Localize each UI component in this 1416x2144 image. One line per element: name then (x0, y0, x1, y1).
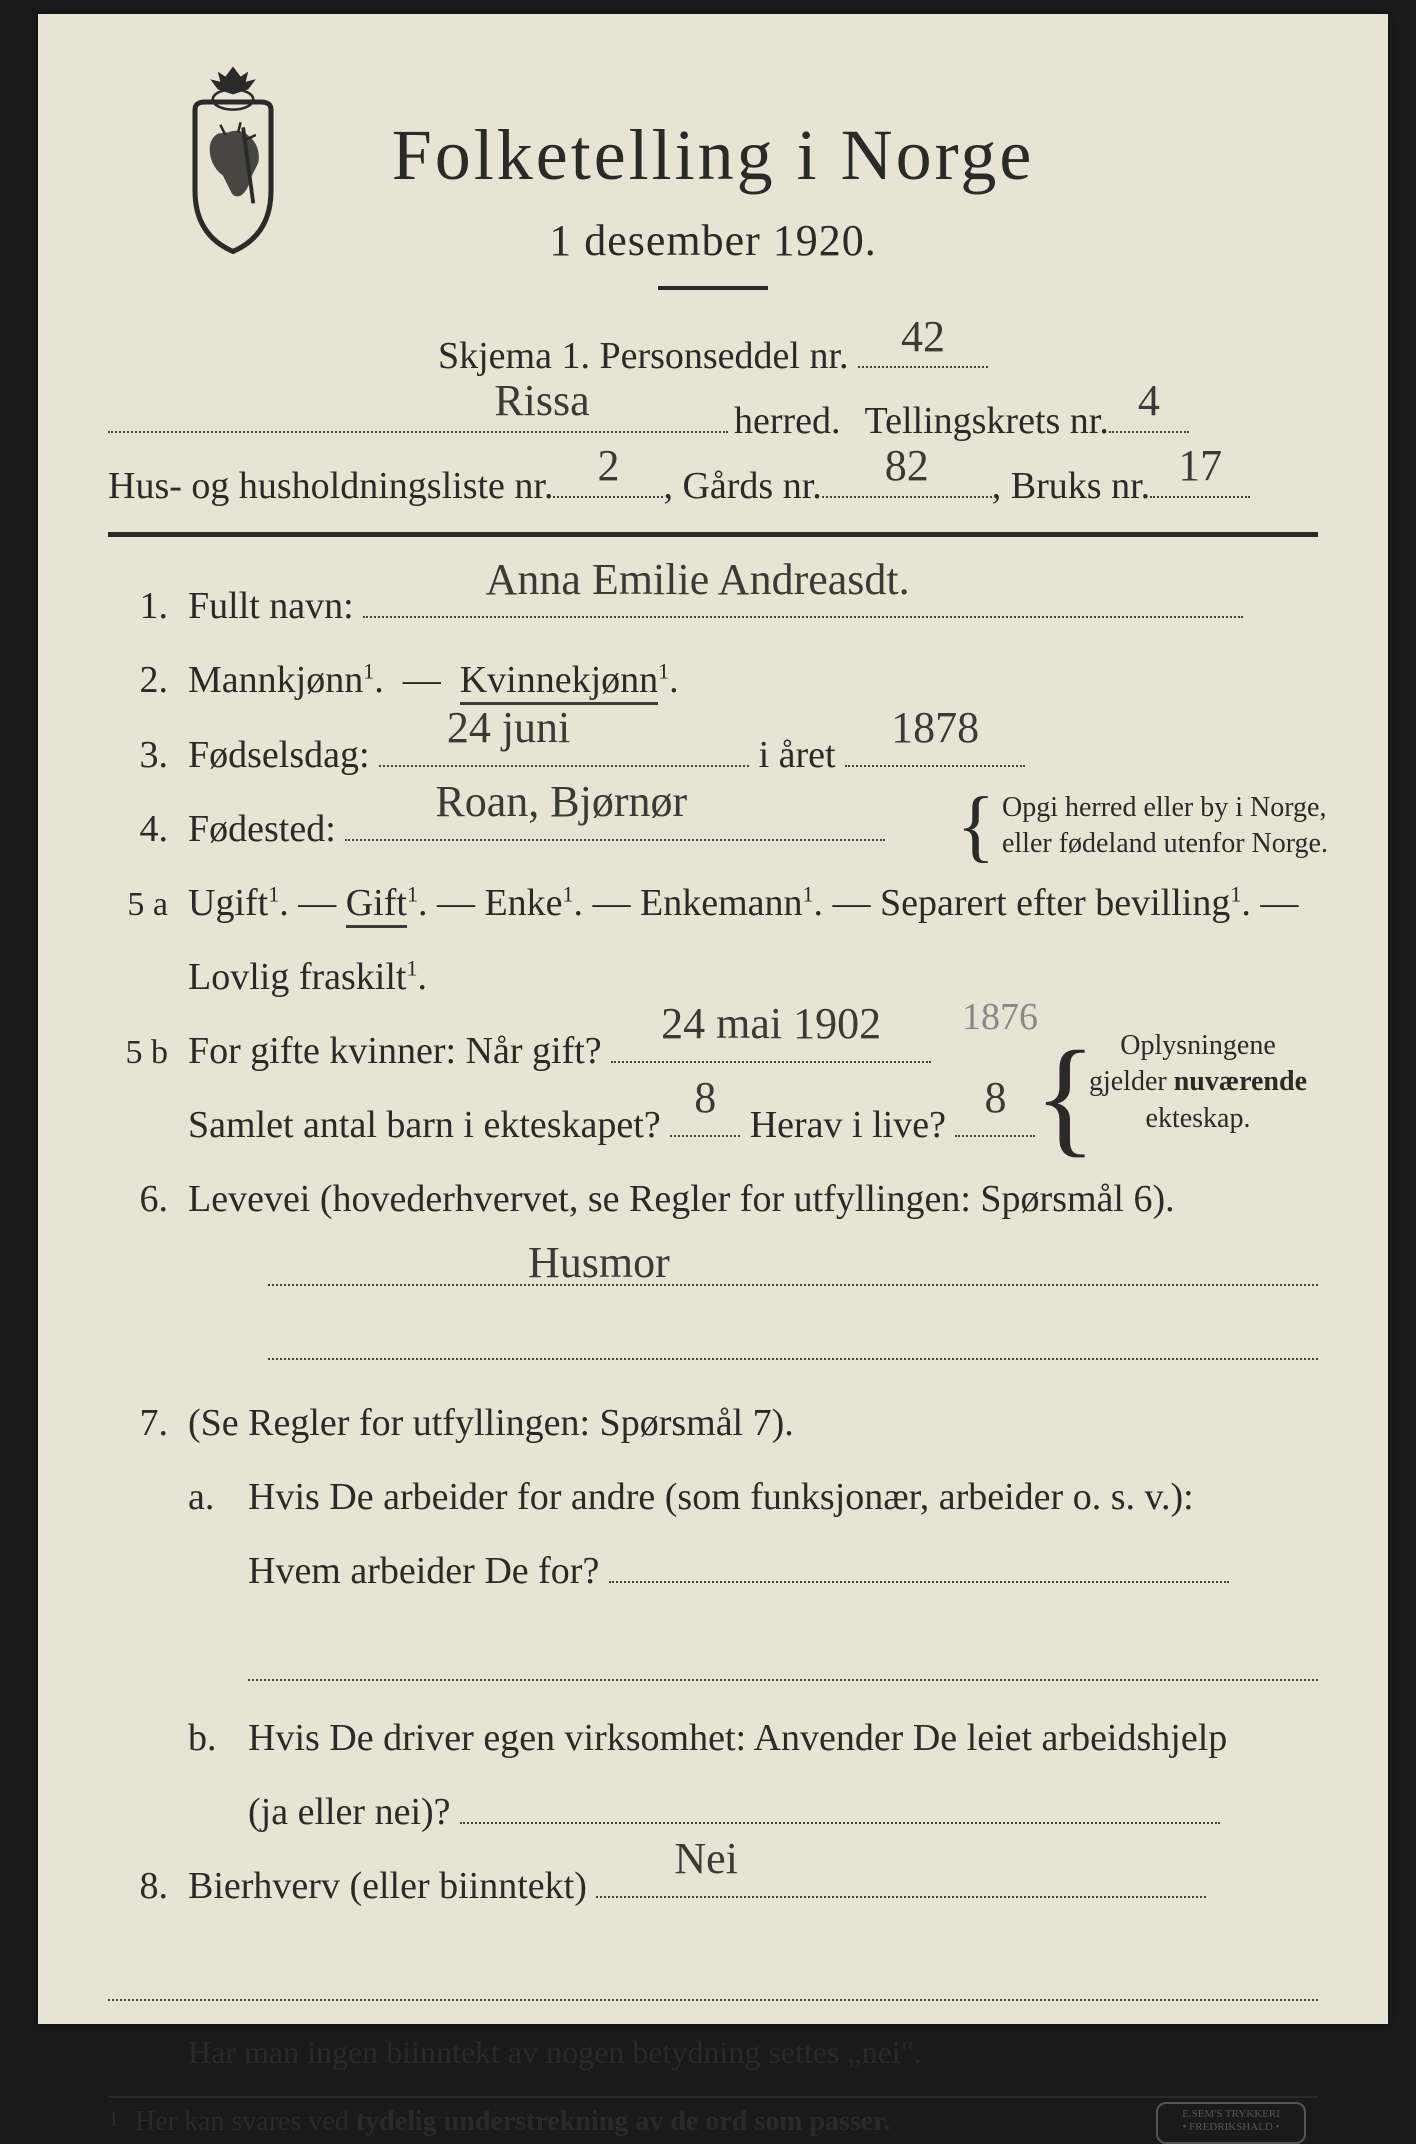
q3: 3. Fødselsdag: 24 juni i året 1878 (108, 718, 1318, 792)
q6-num: 6. (108, 1162, 188, 1236)
q5b-label-a: For gifte kvinner: Når gift? (188, 1030, 602, 1072)
title-rule (658, 286, 768, 290)
q3-num: 3. (108, 718, 188, 792)
herred-value: Rissa (494, 366, 589, 436)
q6: 6. Levevei (hovederhvervet, se Regler fo… (108, 1162, 1318, 1236)
q8-num: 8. (108, 1849, 188, 1923)
meta-husliste: Hus- og husholdningsliste nr. 2 , Gårds … (108, 456, 1318, 517)
census-form-page: Folketelling i Norge 1 desember 1920. Sk… (38, 14, 1388, 2024)
husliste-nr: 2 (597, 431, 619, 501)
footnote-rule (108, 2096, 1318, 2098)
meta-skjema: Skjema 1. Personseddel nr. 42 (108, 326, 1318, 387)
q5b-cont: Samlet antal barn i ekteskapet? 8 Herav … (108, 1088, 1318, 1162)
blank-line (108, 1951, 1318, 2001)
q5a-num: 5 a (108, 872, 188, 938)
q4: 4. Fødested: Roan, Bjørnør { Opgi herred… (108, 792, 1318, 866)
herred-suffix: herred. (734, 391, 841, 452)
q7: 7. (Se Regler for utfyllingen: Spørsmål … (108, 1386, 1318, 1460)
bottom-note: Har man ingen biinntekt av nogen betydni… (108, 2027, 1318, 2078)
q5b-barn-total: 8 (694, 1055, 716, 1141)
q6-value: Husmor (528, 1237, 670, 1288)
coat-of-arms-icon (168, 64, 298, 254)
q7a-blank (108, 1631, 1318, 1681)
q1: 1. Fullt navn: Anna Emilie Andreasdt. (108, 569, 1318, 643)
q7a: a. Hvis De arbeider for andre (som funks… (108, 1460, 1318, 1534)
q1-label: Fullt navn: (188, 585, 354, 627)
q3-label-a: Fødselsdag: (188, 734, 370, 776)
form-content: Folketelling i Norge 1 desember 1920. Sk… (108, 94, 1318, 1964)
q7b-line1: Hvis De driver egen virksomhet: Anvender… (248, 1701, 1318, 1775)
q7a-line1: Hvis De arbeider for andre (som funksjon… (248, 1460, 1318, 1534)
q7-label: (Se Regler for utfyllingen: Spørsmål 7). (188, 1386, 1318, 1460)
q2-num: 2. (108, 643, 188, 717)
personseddel-nr: 42 (901, 302, 945, 372)
q7a-line2: Hvem arbeider De for? (248, 1550, 599, 1592)
meta-herred: Rissa herred. Tellingskrets nr. 4 (108, 391, 1318, 452)
q5b-num: 5 b (108, 1020, 188, 1086)
q4-value: Roan, Bjørnør (435, 759, 687, 845)
q5a: 5 a Ugift1. — Gift1. — Enke1. — Enkemann… (108, 866, 1318, 940)
q7a-2: Hvem arbeider De for? (108, 1534, 1318, 1608)
q7b-num: b. (188, 1701, 248, 1775)
header: Folketelling i Norge 1 desember 1920. (108, 94, 1318, 290)
footnote-sup: 1 (108, 2106, 119, 2138)
q5b-barn-live: 8 (984, 1055, 1006, 1141)
q8: 8. Bierhverv (eller biinntekt) Nei (108, 1849, 1318, 1923)
gards-label: , Gårds nr. (663, 456, 821, 517)
q2-mann: Mannkjønn1. (188, 659, 384, 701)
q4-note: { Opgi herred eller by i Norge, eller fø… (957, 790, 1328, 863)
tellingskrets-nr: 4 (1138, 366, 1160, 436)
q8-value: Nei (674, 1816, 738, 1902)
printer-stamp: E.SEM'S TRYKKERI • FREDRIKSHALD • (1156, 2102, 1306, 2144)
q7-num: 7. (108, 1386, 188, 1460)
q5b-gift-aar-light: 1876 (962, 980, 1038, 1054)
bruks-nr: 17 (1178, 431, 1222, 501)
q3-label-b: i året (759, 734, 836, 776)
q4-label: Fødested: (188, 808, 336, 850)
q7a-num: a. (188, 1460, 248, 1534)
q5b-label-c: Herav i live? (750, 1104, 946, 1146)
q6-value-line: Husmor (108, 1236, 1318, 1286)
q7b-line2: (ja eller nei)? (248, 1791, 451, 1833)
gards-nr: 82 (885, 431, 929, 501)
q1-value: Anna Emilie Andreasdt. (486, 537, 910, 623)
q8-label: Bierhverv (eller biinntekt) (188, 1865, 587, 1907)
q3-year: 1878 (891, 685, 979, 771)
q1-num: 1. (108, 569, 188, 643)
q4-num: 4. (108, 792, 188, 866)
q6-label: Levevei (hovederhvervet, se Regler for u… (188, 1162, 1318, 1236)
footnote: 1 Her kan svares ved tydelig understrekn… (108, 2106, 1318, 2138)
q6-blank (108, 1310, 1318, 1360)
q5b-gift-dato: 24 mai 1902 (661, 981, 881, 1067)
husliste-label: Hus- og husholdningsliste nr. (108, 456, 553, 517)
q3-day: 24 juni (447, 685, 570, 771)
q5b-label-b: Samlet antal barn i ekteskapet? (188, 1104, 661, 1146)
q5a-body: Ugift1. — Gift1. — Enke1. — Enkemann1. —… (188, 866, 1318, 940)
q2: 2. Mannkjønn1. — Kvinnekjønn1. (108, 643, 1318, 717)
q7b: b. Hvis De driver egen virksomhet: Anven… (108, 1701, 1318, 1775)
bruks-label: , Bruks nr. (992, 456, 1150, 517)
